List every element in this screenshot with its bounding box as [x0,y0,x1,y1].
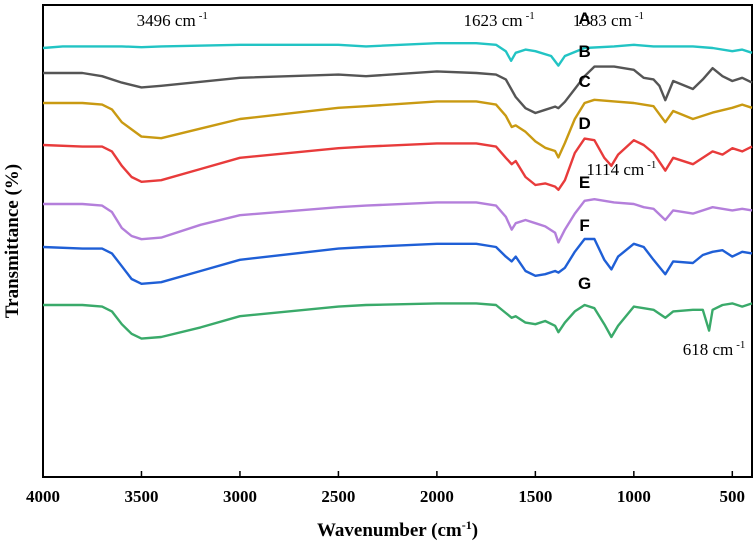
x-tick-label: 2500 [321,487,355,506]
series-label-d: D [578,114,590,133]
x-tick-label: 500 [720,487,746,506]
series-group [42,42,753,340]
annotation-1383: 1383 cm -1 [573,10,644,30]
annotation-1623: 1623 cm -1 [464,10,535,30]
annotation-1114: 1114 cm -1 [586,159,656,179]
series-line-a [42,42,753,67]
series-line-f [42,237,753,285]
x-axis-ticks: 4000 3500 3000 2500 2000 1500 1000 500 [26,471,745,506]
x-axis-title-main: Wavenumber (cm [317,520,462,541]
series-line-b [43,65,753,115]
x-tick-label: 4000 [26,487,60,506]
x-tick-label: 1500 [518,487,552,506]
y-axis-title: Transmittance (%) [2,164,23,318]
series-label-a: A [578,9,590,28]
series-label-f: F [579,216,589,235]
x-tick-label: 1000 [617,487,651,506]
x-tick-label: 3500 [124,487,158,506]
x-axis-title: Wavenumber (cm-1) [317,518,478,541]
series-line-c [43,98,753,159]
plot-frame [42,4,753,478]
annotations: 3496 cm -1 1623 cm -1 1383 cm -1 1114 cm -1 618 … [137,10,746,359]
plot-area: ABC D E F G 3496 cm -1 1623 cm -1 1383 cm -1 1114 … [26,4,753,506]
annotation-618: 618 cm -1 [683,339,746,359]
series-label-e: E [579,173,590,192]
series-label-g: G [578,274,591,293]
annotation-3496: 3496 cm -1 [137,10,208,30]
x-axis-title-end: ) [472,520,478,541]
series-labels: ABC D E F G [578,9,591,293]
x-tick-label: 2000 [420,487,454,506]
series-line-d [42,137,753,191]
series-line-g [43,302,753,340]
series-line-e [43,198,753,244]
x-axis-title-sup: -1 [462,518,472,532]
x-tick-label: 3000 [223,487,257,506]
series-label-b: B [578,42,590,61]
series-label-c: C [578,72,590,91]
